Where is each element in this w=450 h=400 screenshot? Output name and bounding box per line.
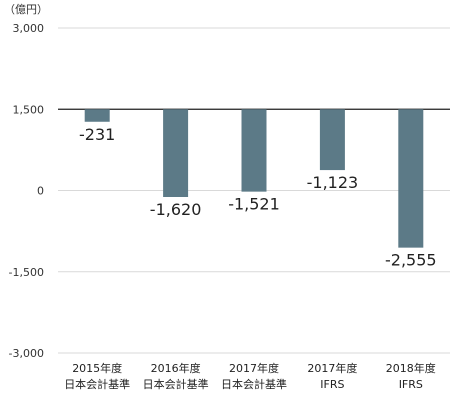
x-tick-label: 2015年度 [72, 361, 122, 375]
bars [84, 109, 424, 248]
bar [398, 109, 424, 248]
x-axis: 2015年度日本会計基準2016年度日本会計基準2017年度日本会計基準2017… [64, 361, 436, 391]
bar [84, 109, 110, 122]
x-tick-sublabel: IFRS [320, 378, 344, 391]
x-tick-sublabel: 日本会計基準 [221, 377, 287, 391]
y-tick-label: 0 [37, 185, 44, 198]
data-label: -1,620 [150, 200, 202, 219]
bar [241, 109, 267, 192]
x-tick-label: 2018年度 [386, 361, 436, 375]
x-tick-label: 2017年度 [307, 361, 357, 375]
data-label: -1,123 [307, 173, 359, 192]
value-labels: -231 -1,620 -1,521 -1,123 -2,555 [79, 125, 437, 270]
y-tick-label: -3,000 [9, 347, 44, 360]
y-tick-label: 1,500 [13, 103, 45, 116]
unit-label: （億円） [4, 3, 48, 16]
data-label: -1,521 [228, 195, 280, 214]
y-tick-label: 3,000 [13, 22, 45, 35]
x-tick-label: 2017年度 [229, 361, 279, 375]
data-label: -231 [79, 125, 115, 144]
bar [163, 109, 189, 197]
x-tick-sublabel: IFRS [399, 378, 423, 391]
y-axis: 3,000 1,500 0 -1,500 -3,000 [9, 22, 44, 360]
x-tick-sublabel: 日本会計基準 [143, 377, 209, 391]
bar [319, 109, 345, 171]
y-tick-label: -1,500 [9, 266, 44, 279]
x-tick-label: 2016年度 [151, 361, 201, 375]
x-tick-sublabel: 日本会計基準 [64, 377, 130, 391]
data-label: -2,555 [385, 251, 437, 270]
